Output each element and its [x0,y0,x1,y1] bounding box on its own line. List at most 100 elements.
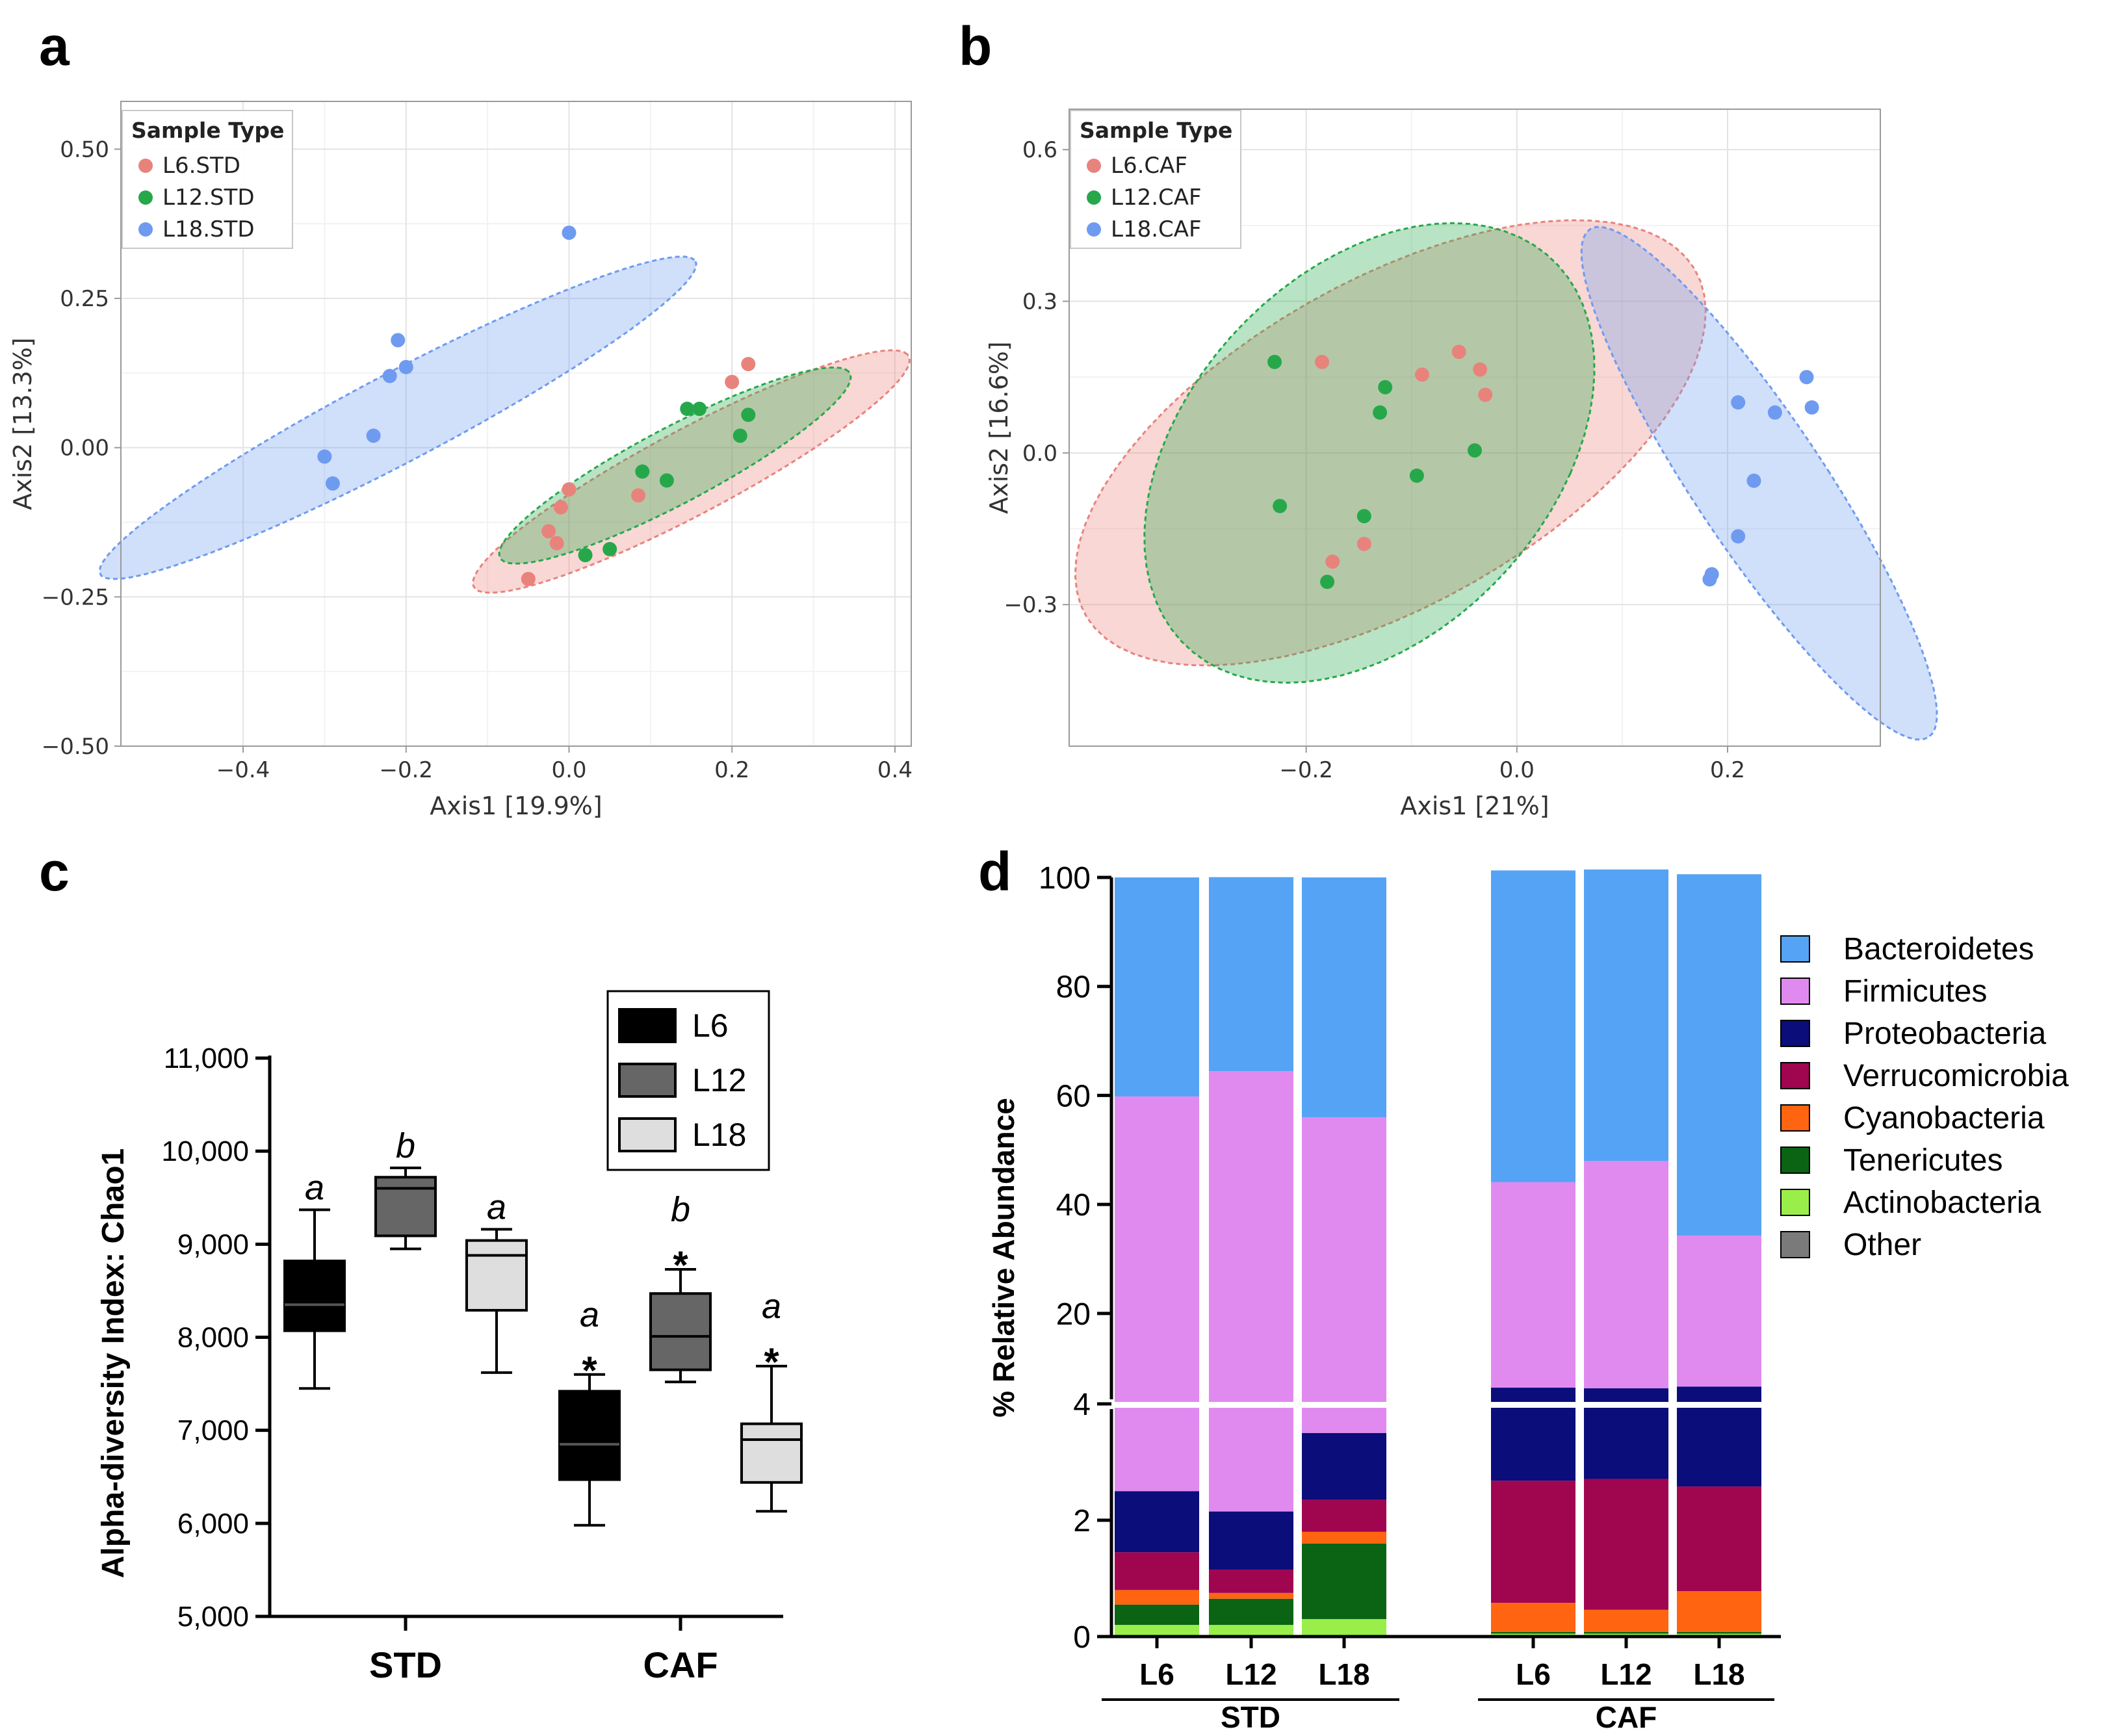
point-l12-std [732,428,747,443]
y-tick-label: 0.3 [1022,289,1057,315]
panel-letter-b: b [959,16,992,77]
point-l6-std [725,374,740,389]
group-letter: b [671,1190,690,1229]
group-letter: a [305,1168,324,1207]
x-category-label: CAF [643,1644,718,1685]
y-tick-label: 4 [1073,1388,1091,1422]
bar-segment-tenericutes [1584,1631,1668,1634]
point-l18-std [382,369,397,383]
confidence-ellipse-1 [498,366,852,565]
bar-segment-cyanobacteria [1491,1603,1575,1632]
axis-break-gap [1109,1402,1778,1408]
group-letter: b [396,1126,415,1165]
box-l18-caf [740,1422,803,1484]
point-l12-std [635,464,650,479]
point-l12-std [603,541,617,556]
panel-letter-c: c [39,841,70,902]
bar-segment-proteobacteria [1115,1491,1199,1553]
plot-frame [1069,109,1881,747]
legend-swatch-l18 [618,1117,677,1152]
group-letter: a [487,1187,506,1226]
box-l12-caf [649,1292,712,1371]
bar-segment-bacteroidetes [1302,877,1386,1117]
point-l12-caf [1267,354,1282,369]
x-tick-label: 0.4 [877,757,913,783]
bar-segment-actinobacteria [1302,1619,1386,1637]
legend-label-firmicutes: Firmicutes [1843,974,1987,1009]
y-tick-label: 6,000 [177,1508,249,1540]
x-tick-label: 0.2 [714,757,749,783]
point-l6-std [553,500,568,515]
bar-segment-tenericutes [1115,1604,1199,1626]
legend-label-0: L6.STD [162,153,240,179]
x-category-label: L6 [1516,1657,1551,1691]
legend-swatch-cyanobacteria [1780,1104,1810,1132]
legend-swatch-bacteroidetes [1780,935,1810,963]
point-l6-std [549,536,564,551]
bar-segment-proteobacteria [1209,1511,1293,1570]
point-l12-std [659,473,674,488]
bar-segment-tenericutes [1209,1598,1293,1626]
legend-label-l6: L6 [692,1007,729,1044]
legend-label-other: Other [1843,1228,1921,1262]
box-l6-caf [558,1390,621,1481]
legend-label-2: L18.CAF [1111,216,1202,242]
legend-label-1: L12.STD [162,185,255,211]
legend-title: Sample Type [1080,118,1232,143]
legend-label-2: L18.STD [162,216,255,242]
point-l6-std [741,357,756,372]
legend-swatch-verrucomicrobia [1780,1062,1810,1089]
y-tick-label: 10,000 [161,1135,249,1167]
point-l6-std [562,482,577,497]
bar-segment-tenericutes [1302,1543,1386,1620]
bar-segment-firmicutes [1115,1096,1199,1492]
y-tick-label: 60 [1056,1079,1091,1113]
legend-marker-0 [138,159,153,173]
legend-label-l12: L12 [692,1062,746,1098]
legend-swatch-firmicutes [1780,978,1810,1005]
point-l6-caf [1478,387,1493,402]
y-tick-label: 2 [1073,1504,1091,1538]
point-l18-caf [1702,572,1717,587]
y-tick-label: 11,000 [164,1043,249,1074]
y-tick-label: 100 [1039,861,1091,896]
legend-label-1: L12.CAF [1111,185,1202,211]
legend-marker-1 [138,190,153,205]
legend-label-actinobacteria: Actinobacteria [1843,1185,2041,1220]
point-l6-std [541,524,556,539]
group-letter: a [762,1287,781,1326]
legend-marker-1 [1087,190,1101,205]
y-tick-label: 0.6 [1022,137,1057,163]
point-l18-caf [1731,529,1746,544]
point-l6-caf [1451,344,1466,359]
legend-label-cyanobacteria: Cyanobacteria [1843,1101,2045,1135]
y-tick-label: 9,000 [177,1228,249,1260]
bar-segment-cyanobacteria [1209,1592,1293,1599]
y-tick-label: 0.00 [60,435,109,461]
point-l12-caf [1373,405,1388,420]
bar-segment-tenericutes [1677,1631,1761,1634]
legend-label-l18: L18 [692,1117,746,1153]
bar-segment-firmicutes [1677,1236,1761,1387]
confidence-ellipse-1 [1143,222,1596,684]
confidence-ellipse-2 [98,255,697,580]
point-l6-caf [1325,554,1340,569]
x-category-label: L18 [1693,1657,1744,1691]
alpha-diversity-panel: 5,000 6,000 7,000 8,000 9,000 10,000 11,000 Alp… [96,990,803,1685]
bar-segment-firmicutes [1209,1071,1293,1512]
point-l12-caf [1378,380,1393,395]
point-l18-std [366,428,381,443]
x-tick-label: 0.2 [1710,757,1745,783]
y-tick-label: 0 [1073,1620,1091,1655]
point-l6-std [521,571,536,586]
x-tick-label: −0.2 [1279,757,1333,783]
y-axis-label: Alpha-diversity Index: Chao1 [96,1148,131,1578]
bar-segment-verrucomicrobia [1115,1552,1199,1590]
bar-segment-bacteroidetes [1209,877,1293,1072]
y-tick-label: 0.0 [1022,441,1057,467]
point-l18-caf [1799,370,1814,385]
significance-star: * [673,1243,688,1287]
group-letter: a [580,1295,599,1334]
legend-title: Sample Type [131,118,284,143]
box-l18-std [465,1239,528,1312]
